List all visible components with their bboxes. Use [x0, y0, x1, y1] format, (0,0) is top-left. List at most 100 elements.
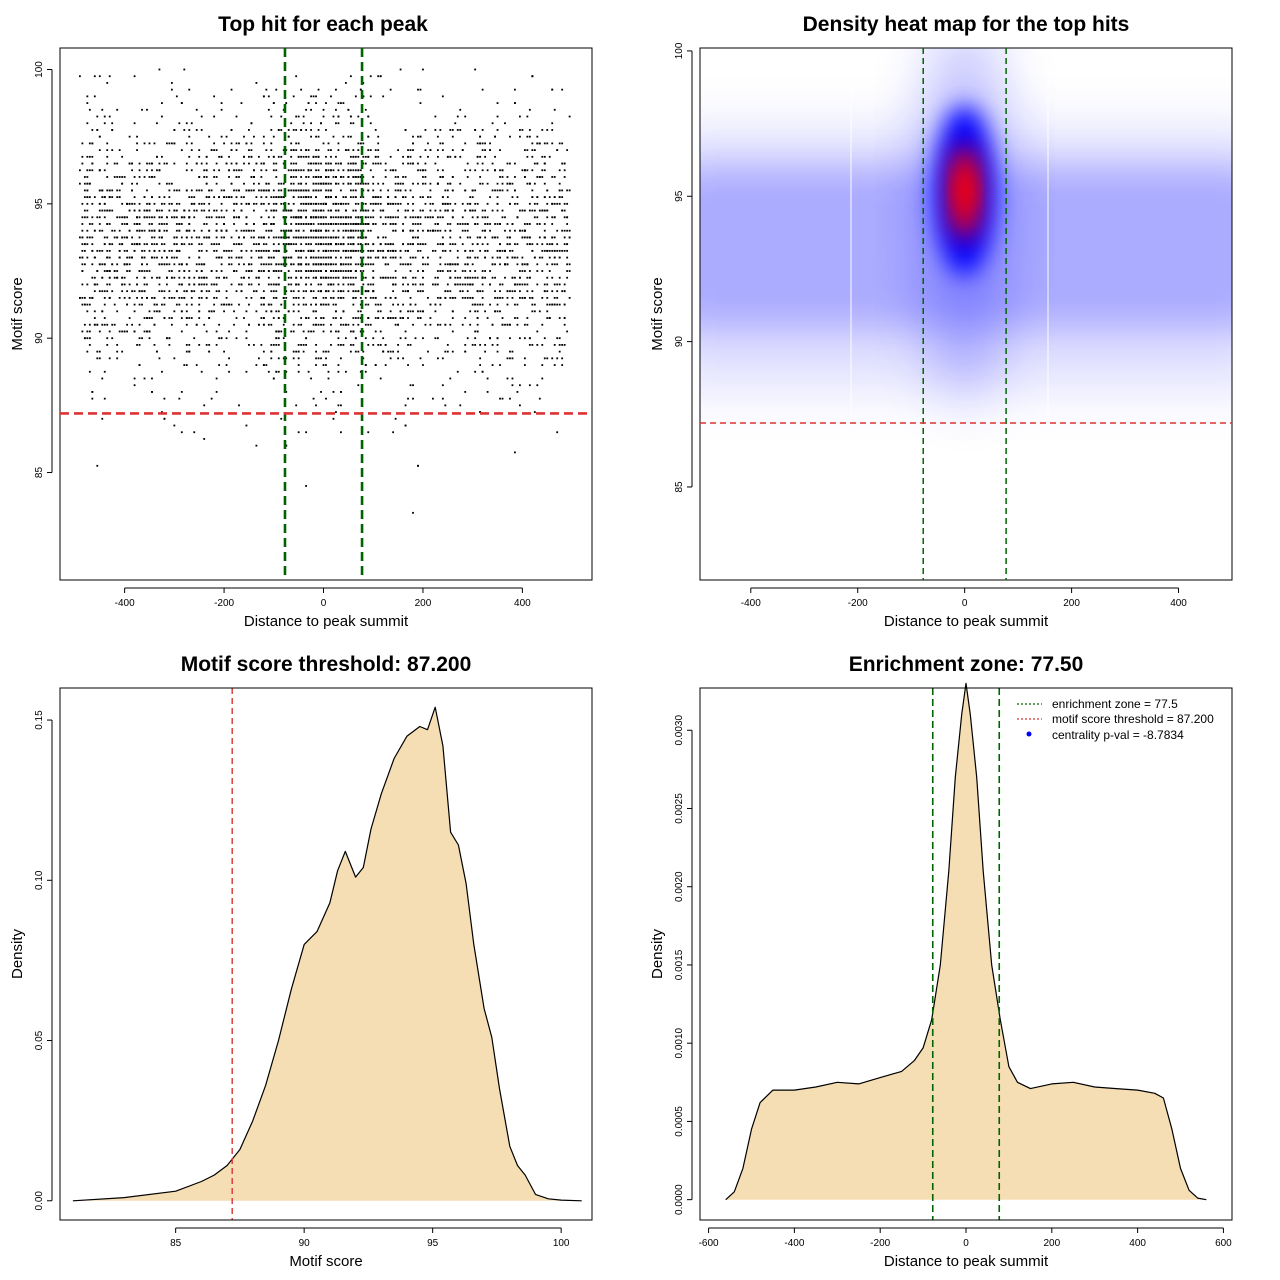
scatter-point — [412, 196, 414, 199]
scatter-point — [230, 303, 233, 306]
scatter-point — [563, 236, 566, 239]
scatter-point — [86, 229, 89, 232]
scatter-point — [262, 323, 265, 326]
scatter-point — [178, 189, 181, 192]
scatter-point — [203, 276, 206, 279]
scatter-point — [506, 323, 509, 326]
scatter-point — [367, 149, 370, 152]
scatter-point — [330, 256, 332, 259]
scatter-point — [402, 283, 404, 286]
scatter-point — [414, 236, 417, 239]
scatter-point — [126, 290, 129, 293]
scatter-point — [374, 202, 377, 205]
scatter-point — [389, 169, 392, 172]
scatter-point — [175, 290, 178, 293]
scatter-point — [566, 249, 569, 252]
scatter-point — [469, 256, 472, 259]
scatter-point — [449, 270, 452, 272]
scatter-point — [451, 296, 454, 299]
scatter-point — [310, 108, 312, 111]
scatter-point — [235, 115, 238, 118]
scatter-point — [148, 310, 151, 313]
scatter-point — [392, 202, 395, 205]
scatter-point — [138, 202, 141, 205]
scatter-point — [330, 296, 332, 299]
scatter-point — [173, 189, 176, 192]
scatter-point — [203, 283, 206, 286]
scatter-point — [208, 216, 211, 219]
scatter-point — [551, 290, 554, 293]
scatter-point — [551, 88, 554, 91]
scatter-point — [344, 276, 347, 279]
scatter-point — [372, 182, 375, 185]
scatter-point — [342, 323, 345, 326]
scatter-point — [223, 223, 225, 225]
scatter-point — [528, 209, 531, 212]
scatter-point — [83, 196, 86, 199]
scatter-point — [91, 162, 94, 165]
scatter-point — [218, 243, 221, 246]
scatter-point — [491, 364, 494, 366]
scatter-point — [116, 108, 119, 111]
scatter-point — [238, 236, 240, 239]
scatter-point — [312, 202, 315, 205]
scatter-point — [342, 243, 345, 246]
scatter-point — [337, 337, 340, 340]
scatter-point — [476, 216, 479, 219]
scatter-point — [248, 323, 250, 326]
scatter-point — [198, 310, 201, 313]
scatter-point — [330, 270, 332, 272]
scatter-point — [464, 229, 467, 232]
scatter-point — [265, 229, 268, 232]
scatter-point — [267, 249, 270, 252]
scatter-point — [417, 216, 419, 219]
scatter-point — [427, 196, 429, 199]
scatter-y-tick-label: 100 — [34, 61, 45, 78]
scatter-point — [315, 276, 317, 279]
scatter-point — [103, 303, 106, 306]
scatter-point — [83, 182, 86, 185]
scatter-point — [474, 189, 477, 192]
scatter-point — [151, 223, 153, 225]
scatter-point — [262, 249, 265, 252]
scatter-point — [533, 209, 536, 212]
scatter-point — [429, 229, 432, 232]
scatter-point — [563, 202, 566, 205]
scatter-point — [412, 397, 414, 400]
scatter-point — [101, 108, 104, 111]
scatter-point — [83, 176, 86, 178]
scatter-point — [404, 330, 407, 333]
scatter-point — [193, 290, 196, 293]
scatter-point — [514, 283, 516, 286]
scatter-point — [509, 290, 511, 293]
scatter-point — [317, 155, 320, 158]
scatter-point — [511, 182, 514, 185]
scatter-point — [439, 263, 442, 266]
scatter-point — [541, 343, 544, 346]
scatter-point — [183, 129, 186, 131]
scatter-point — [106, 223, 109, 225]
scatter-point — [556, 263, 559, 266]
scatter-point — [295, 249, 298, 252]
scatter-point — [541, 169, 544, 172]
scatter-point — [387, 263, 390, 266]
scatter-point — [170, 82, 173, 84]
scatter-point — [257, 270, 260, 272]
scatter-point — [484, 310, 487, 313]
scatter-point — [93, 95, 96, 98]
scatter-point — [325, 249, 327, 252]
scatter-point — [349, 162, 352, 165]
scatter-point — [190, 290, 193, 293]
scatter-point — [156, 243, 158, 246]
scatter-point — [372, 263, 375, 266]
scatter-point — [250, 229, 253, 232]
scatter-point — [459, 108, 462, 111]
scatter-point — [86, 350, 89, 353]
scatter-point — [402, 263, 404, 266]
scatter-point — [367, 135, 370, 138]
scatter-point — [275, 209, 278, 212]
scatter-point — [103, 317, 106, 319]
scatter-point — [91, 276, 94, 279]
scatter-point — [248, 189, 250, 192]
scatter-point — [509, 162, 511, 165]
